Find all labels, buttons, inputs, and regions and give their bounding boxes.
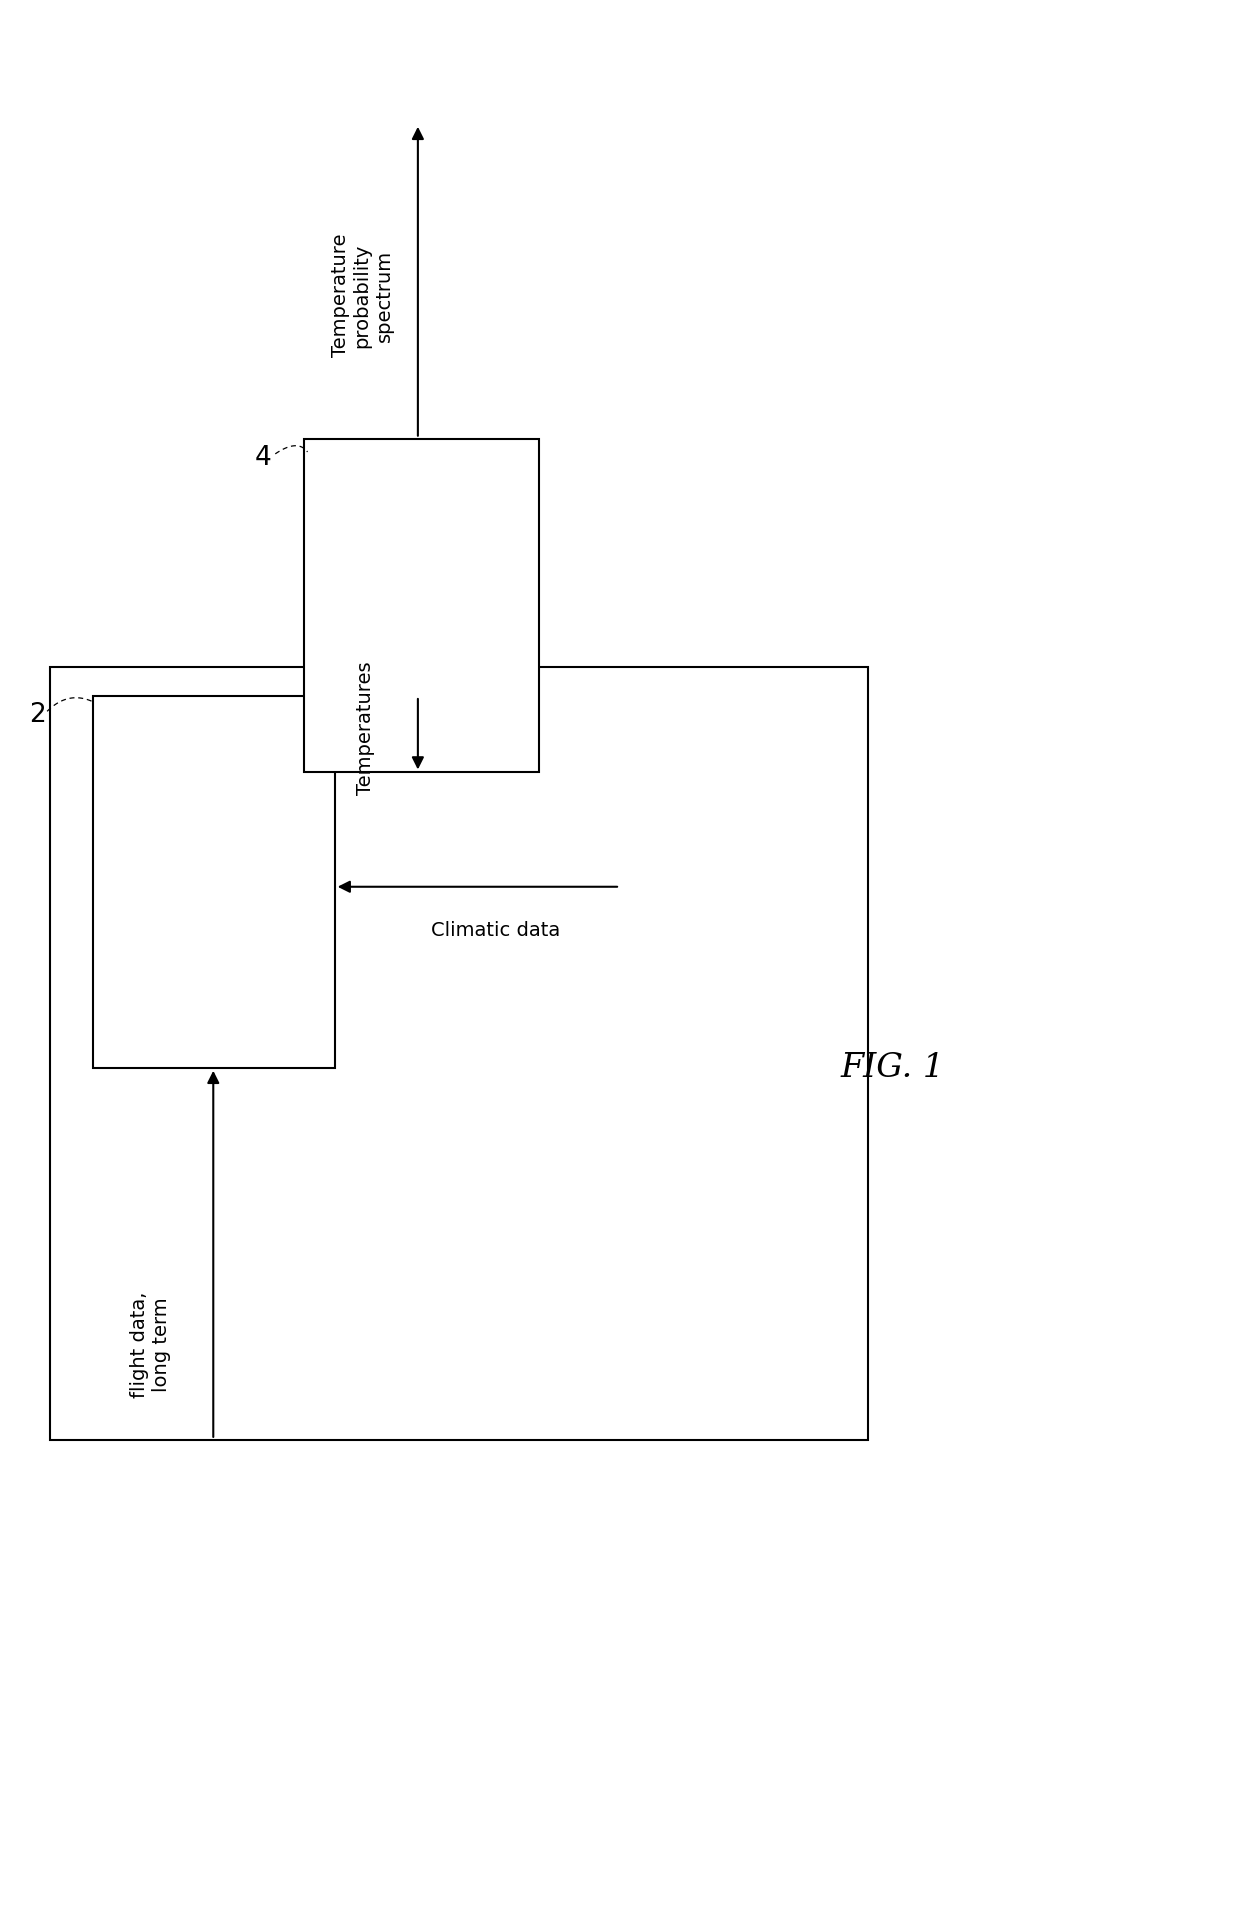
Bar: [50, 667, 868, 1440]
Text: 2: 2: [29, 702, 46, 728]
Text: 4: 4: [254, 444, 272, 471]
Text: flight data,
long term: flight data, long term: [130, 1291, 171, 1398]
Bar: [93, 696, 335, 1068]
Text: Temperatures: Temperatures: [356, 662, 376, 795]
Bar: [304, 439, 539, 772]
Text: Climatic data: Climatic data: [432, 921, 560, 940]
Text: FIG. 1: FIG. 1: [841, 1053, 945, 1083]
Text: Temperature
probability
spectrum: Temperature probability spectrum: [331, 235, 393, 357]
